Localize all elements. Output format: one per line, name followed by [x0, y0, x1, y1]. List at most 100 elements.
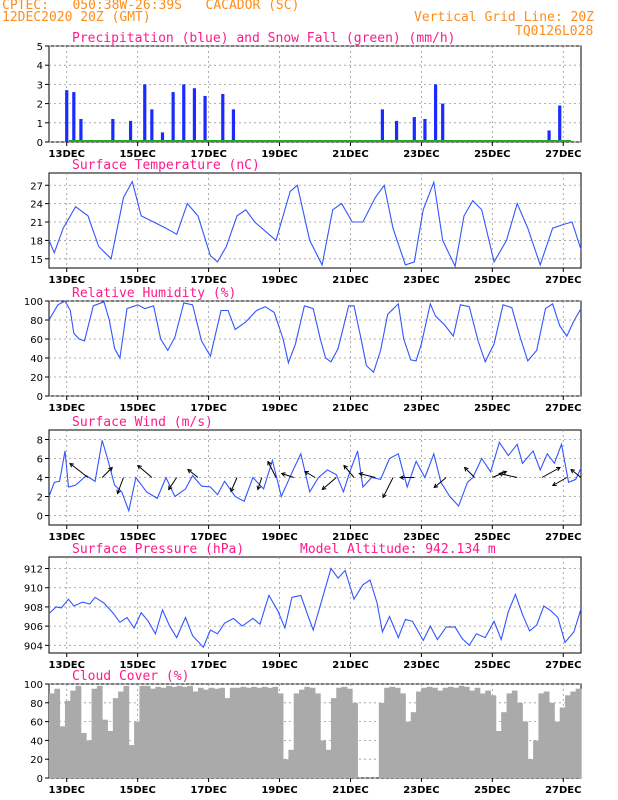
precip-bar: [412, 117, 416, 142]
panel-0: 13DEC 15DEC 17DEC 19DEC 21DEC 23DEC 25DEC 27DEC…: [37, 31, 582, 160]
precip-bar: [380, 109, 384, 142]
cloud-cover-bar: [352, 702, 358, 778]
x-tick-label: 27DEC: [545, 660, 581, 671]
x-tick-label: 25DEC: [474, 403, 510, 414]
y-tick-label: 904: [24, 641, 43, 652]
wind-arrow: [187, 469, 199, 478]
cloud-cover-bar: [458, 685, 465, 778]
y-tick-label: 40: [30, 354, 43, 365]
cloud-cover-bar: [330, 698, 337, 778]
cloud-cover-bar: [224, 698, 231, 778]
wind-arrow-head: [498, 471, 504, 477]
x-tick-label: 17DEC: [190, 149, 226, 160]
x-tick-label: 15DEC: [119, 403, 155, 414]
cloud-cover-bar: [522, 721, 529, 778]
y-tick-label: 60: [30, 335, 43, 346]
y-tick-label: 6: [37, 455, 43, 466]
y-tick-label: 0: [37, 512, 43, 523]
wind-arrow-head: [187, 468, 192, 474]
x-tick-label: 27DEC: [545, 149, 581, 160]
cloud-cover-bar: [554, 721, 561, 778]
x-tick-label: 15DEC: [119, 660, 155, 671]
x-tick-label: 21DEC: [332, 532, 368, 543]
y-tick-label: 27: [30, 181, 43, 192]
cloud-cover-bar: [229, 687, 236, 778]
wind-arrow: [117, 477, 124, 494]
precip-bar: [433, 84, 438, 142]
cloud-cover-bar: [235, 687, 241, 778]
cloud-cover-bar: [495, 731, 502, 778]
wind-arrows: [69, 460, 582, 499]
x-tick-label: 17DEC: [190, 785, 226, 796]
y-tick-label: 100: [24, 680, 43, 691]
x-tick-label: 25DEC: [474, 149, 510, 160]
y-tick-label: 2: [37, 493, 43, 504]
precip-bar: [79, 118, 83, 142]
cloud-cover-bar: [527, 759, 534, 778]
wind-arrow-head: [69, 462, 75, 468]
wind-arrow-head: [280, 472, 286, 477]
y-tick-label: 2: [37, 100, 43, 111]
y-tick-label: 20: [30, 755, 43, 766]
y-tick-label: 0: [37, 774, 43, 785]
cloud-cover-bar: [245, 687, 252, 778]
cloud-cover-bar: [118, 691, 124, 778]
wind-arrow: [552, 477, 568, 486]
wind-arrow: [267, 461, 277, 478]
cloud-cover-bar: [272, 686, 279, 778]
cloud-cover-bar: [155, 686, 162, 778]
cloud-cover-bar: [453, 687, 460, 778]
series-line: [48, 440, 582, 513]
cloud-cover-bar: [256, 687, 263, 778]
y-tick-label: 18: [30, 236, 43, 247]
wind-arrow-head: [256, 485, 262, 491]
cloud-cover-bar: [400, 693, 406, 778]
y-tick-label: 40: [30, 736, 43, 747]
cloud-cover-bar: [240, 686, 247, 778]
cloud-cover-bar: [570, 691, 577, 778]
y-tick-label: 15: [30, 255, 43, 266]
y-tick-label: 1: [37, 119, 43, 130]
cloud-cover-bar: [315, 693, 321, 778]
x-tick-label: 13DEC: [49, 149, 85, 160]
cloud-cover-bar: [389, 686, 396, 778]
cloud-cover-bar: [517, 702, 523, 778]
panel-1: 13DEC 15DEC 17DEC 19DEC 21DEC 23DEC 25DEC 27DEC…: [30, 158, 582, 286]
panel-annotation: Model Altitude: 942.134 m: [300, 542, 496, 557]
y-tick-label: 5: [37, 42, 43, 53]
series-line: [48, 300, 582, 374]
wind-arrow-head: [343, 464, 348, 470]
x-tick-label: 17DEC: [190, 275, 226, 286]
y-tick-label: 906: [24, 622, 43, 633]
x-tick-label: 15DEC: [119, 275, 155, 286]
cloud-cover-bar: [208, 687, 215, 778]
cloud-cover-bar: [336, 687, 342, 778]
x-tick-label: 19DEC: [261, 149, 297, 160]
precip-bar: [143, 84, 147, 142]
cloud-cover-bar: [304, 686, 311, 778]
wind-arrow: [464, 467, 475, 478]
wind-arrow-head: [433, 483, 439, 489]
wind-arrow-head: [108, 466, 113, 472]
precip-bar: [150, 109, 154, 142]
y-tick-label: 3: [37, 80, 43, 91]
wind-arrow: [230, 477, 238, 492]
cloud-cover-bar: [463, 686, 470, 778]
x-tick-label: 21DEC: [332, 785, 368, 796]
precip-bar: [182, 84, 186, 142]
header-run-date: 12DEC2020 20Z (GMT): [2, 10, 151, 25]
x-tick-label: 23DEC: [403, 149, 439, 160]
cloud-cover-bar: [96, 685, 103, 778]
wind-arrow-head: [358, 472, 364, 477]
cloud-cover-bar: [511, 690, 518, 778]
wind-arrow-head: [551, 481, 557, 487]
cloud-cover-bar: [437, 690, 444, 778]
cloud-cover-bar: [384, 687, 390, 778]
wind-arrow: [69, 463, 89, 478]
cloud-cover-bar: [277, 693, 284, 778]
x-tick-label: 25DEC: [474, 275, 510, 286]
wind-arrow: [101, 467, 113, 478]
wind-arrow-head: [570, 468, 576, 474]
cloud-cover-bar: [479, 693, 486, 778]
cloud-cover-bar: [426, 686, 433, 778]
